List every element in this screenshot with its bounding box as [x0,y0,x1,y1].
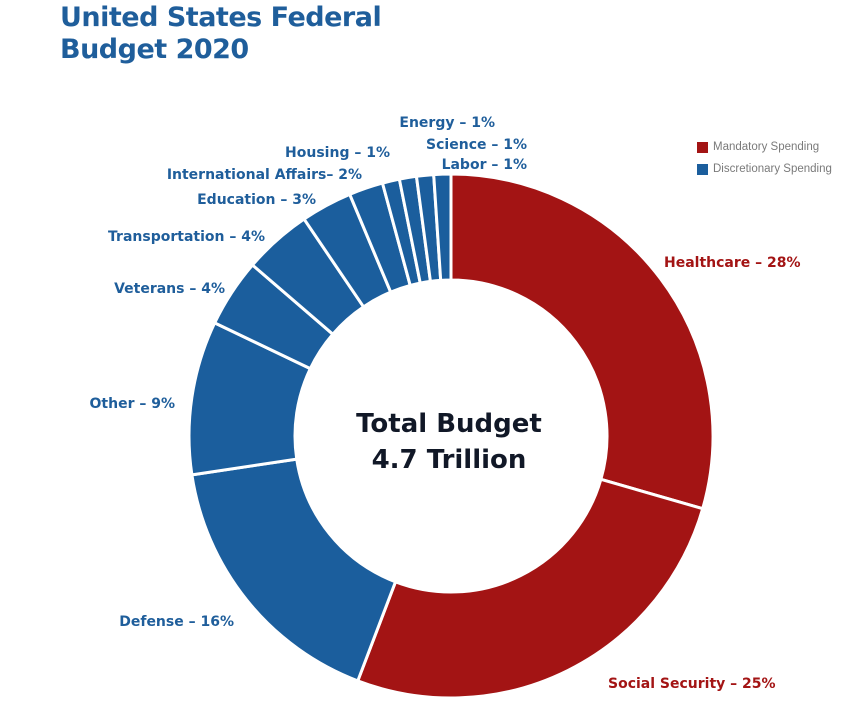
slice-label-other: Other – 9% [90,396,175,412]
slice-label-education: Education – 3% [197,192,316,208]
slice-label-transportation: Transportation – 4% [108,229,265,245]
donut-slice-social-security [356,477,705,700]
chart-title-line-2: Budget 2020 [60,34,249,65]
legend-swatch-discretionary [697,163,708,175]
slice-label-housing: Housing – 1% [285,145,390,161]
slice-label-science: Science – 1% [426,137,527,153]
donut-slice-labor [432,172,453,282]
chart-title: United States Federal Budget 2020 [60,2,382,66]
slice-label-social-security: Social Security – 25% [608,676,776,692]
legend-label-discretionary: Discretionary Spending [713,163,832,175]
donut-slices [187,172,715,700]
slice-label-defense: Defense – 16% [119,614,234,630]
chart-title-line-1: United States Federal [60,2,382,33]
legend-item-discretionary: Discretionary Spending [697,158,832,180]
legend-item-mandatory: Mandatory Spending [697,136,832,158]
slice-labels: Healthcare – 28% Social Security – 25% Def… [90,115,801,692]
legend-label-mandatory: Mandatory Spending [713,141,820,153]
slice-label-veterans: Veterans – 4% [114,281,225,297]
donut-slice-defense [190,457,397,683]
center-text-line-2: 4.7 Trillion [372,445,527,475]
slice-label-labor: Labor – 1% [442,157,527,173]
slice-label-energy: Energy – 1% [399,115,495,131]
legend: Mandatory Spending Discretionary Spendin… [697,136,832,180]
center-text-line-1: Total Budget [356,409,542,439]
legend-swatch-mandatory [697,141,708,153]
slice-label-healthcare: Healthcare – 28% [664,255,801,271]
slice-label-international-affairs: International Affairs– 2% [167,167,362,183]
donut-slice-healthcare [449,172,715,511]
